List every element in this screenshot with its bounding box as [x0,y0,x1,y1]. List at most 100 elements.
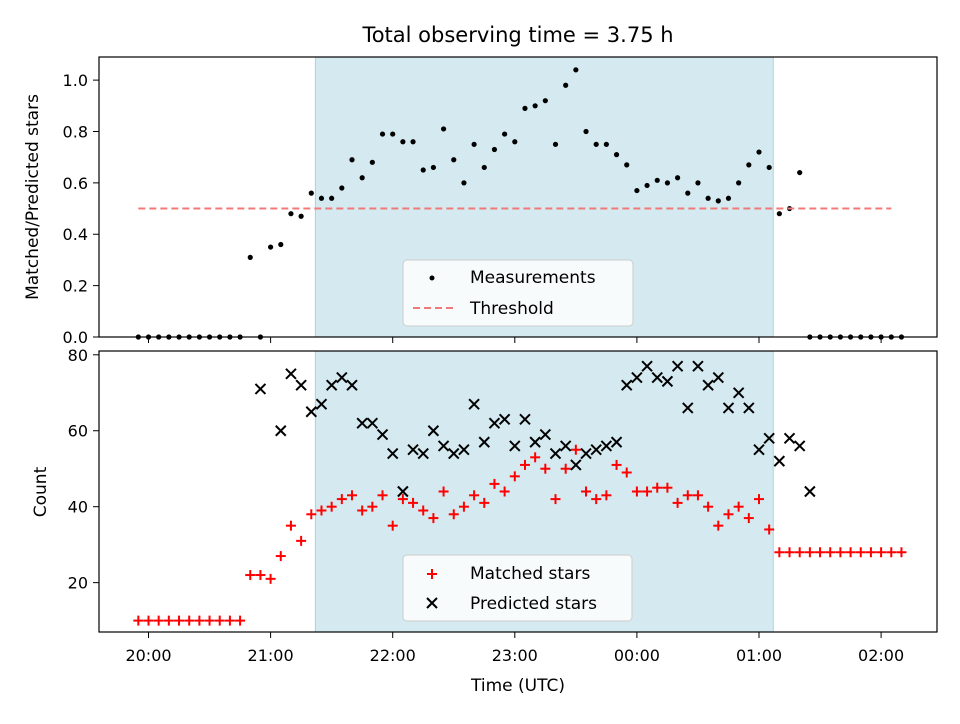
matched-star-point [428,513,439,524]
matched-star-point [896,547,907,558]
matched-star-point [235,615,246,626]
measurement-point [634,187,640,194]
measurement-point [797,169,803,176]
matched-star-point [397,494,408,505]
legend-predicted-label: Predicted stars [470,594,597,614]
matched-star-point [815,547,826,558]
measurement-point [624,162,630,168]
measurement-point [461,180,467,186]
measurement-point [654,177,660,183]
predicted-star-point [509,440,521,452]
matched-star-point [540,463,551,474]
matched-star-point [469,490,480,501]
predicted-star-point [448,447,460,460]
predicted-star-point [366,417,379,429]
predicted-star-point [427,425,440,437]
matched-star-point [784,547,795,558]
matched-star-point [804,547,815,558]
matched-star-point [163,615,174,626]
x-tick-label: 21:00 [248,646,294,665]
measurement-point [247,254,253,260]
matched-star-point [367,501,378,512]
measurement-point [349,157,355,163]
matched-star-point [336,494,347,505]
matched-star-point [224,615,235,626]
y-tick-label: 0.4 [63,225,88,244]
measurement-point [675,175,681,181]
matched-star-point [133,615,144,626]
matched-star-point [723,509,734,520]
matched-star-point [754,494,764,505]
matched-star-point [408,497,419,508]
top-legend-box [402,259,634,327]
predicted-star-point [468,398,480,410]
predicted-star-point [773,455,786,467]
matched-star-point [835,547,846,558]
predicted-star-point [336,371,348,384]
matched-star-point [865,547,876,558]
predicted-star-point [488,417,501,429]
predicted-star-point [305,406,318,418]
y-tick-label: 1.0 [63,71,88,90]
predicted-star-point [692,360,704,372]
matched-star-point [672,497,683,508]
matched-star-point [662,482,673,493]
measurement-point [308,190,314,196]
matched-star-point [611,459,622,470]
measurement-point [359,175,365,181]
legend-measurements-label: Measurements [470,268,596,288]
measurement-point [563,82,569,88]
matched-star-point [825,547,836,558]
measurement-point [379,131,386,137]
measurement-point [715,198,721,204]
predicted-star-point [682,402,694,414]
matched-star-point [479,497,490,508]
measurement-point [400,139,406,145]
bottom-y-axis-label: Count [31,466,51,517]
measurement-point [664,180,671,186]
matched-star-point [316,505,327,516]
predicted-star-point [793,440,806,452]
measurement-point [329,195,335,201]
predicted-star-point [590,444,602,456]
measurement-point [420,167,426,173]
x-tick-label: 00:00 [614,646,660,665]
x-tick-label: 23:00 [492,646,538,665]
measurement-point [573,67,579,73]
predicted-star-point [722,402,735,414]
matched-star-point [642,486,653,497]
measurement-point [268,244,274,250]
measurement-point [369,159,375,165]
top-legend: Measurements Threshold [402,259,634,327]
measurement-point [512,139,518,145]
matched-star-point [438,486,449,497]
matched-star-point [285,520,296,531]
predicted-star-point [346,379,358,391]
matched-star-point [682,490,693,501]
top-plot-frame [98,56,938,338]
y-tick-label: 0.2 [63,277,88,296]
y-tick-label: 20 [68,574,88,593]
predicted-star-point [285,368,297,380]
x-tick-label: 01:00 [736,646,782,665]
measurement-point [736,180,742,186]
matched-star-point [184,615,195,626]
predicted-star-point [783,432,796,445]
predicted-star-point [325,379,338,391]
matched-star-point [448,509,459,520]
measurement-point [695,180,701,186]
predicted-star-point [498,413,511,426]
predicted-star-point [519,413,531,426]
matched-star-point [245,570,256,581]
predicted-star-point [671,360,684,372]
predicted-star-point [600,440,613,452]
measurement-point [613,152,620,158]
matched-star-point [591,494,602,505]
y-tick-label: 60 [68,422,88,441]
y-tick-label: 80 [68,346,88,365]
y-tick-label: 0.8 [63,122,88,141]
x-tick-label: 22:00 [370,646,416,665]
predicted-star-point [804,485,816,498]
matched-star-point [296,535,307,546]
measurement-point [278,241,284,248]
